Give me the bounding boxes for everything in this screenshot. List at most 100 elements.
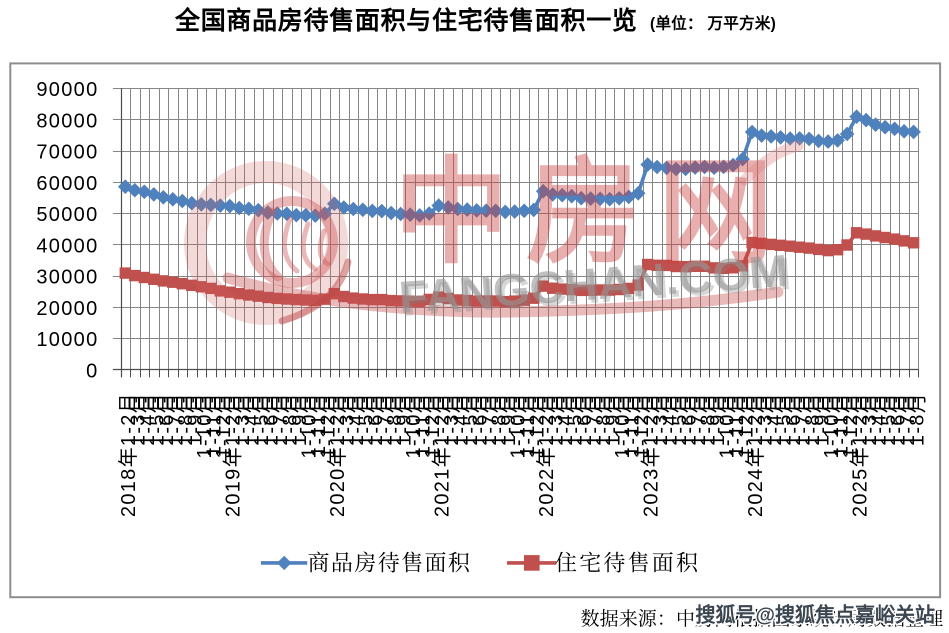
- svg-text:1-3月: 1-3月: [754, 392, 776, 446]
- svg-text:1-12月: 1-12月: [213, 392, 235, 459]
- svg-text:1-12月: 1-12月: [422, 392, 444, 459]
- svg-text:1-4月: 1-4月: [346, 392, 368, 446]
- svg-text:1-6月: 1-6月: [574, 392, 596, 446]
- svg-text:1-6月: 1-6月: [365, 392, 387, 446]
- svg-text:1-3月: 1-3月: [859, 392, 881, 446]
- svg-text:1-11月: 1-11月: [204, 392, 226, 457]
- svg-text:10000: 10000: [36, 329, 98, 351]
- svg-text:1-12月: 1-12月: [631, 392, 653, 459]
- svg-text:1-11月: 1-11月: [622, 392, 644, 457]
- svg-text:1-7月: 1-7月: [375, 392, 397, 446]
- svg-text:数据来源：中房网根据国家统计局数据整理: 数据来源：中房网根据国家统计局数据整理: [581, 608, 944, 630]
- svg-text:1-6月: 1-6月: [470, 392, 492, 446]
- svg-text:2022年1-2月: 2022年1-2月: [535, 392, 558, 517]
- svg-text:1-10月: 1-10月: [403, 392, 425, 459]
- svg-text:1-8月: 1-8月: [697, 392, 719, 446]
- svg-text:1-5月: 1-5月: [460, 392, 482, 446]
- svg-text:1-6月: 1-6月: [261, 392, 283, 446]
- svg-text:1-10月: 1-10月: [508, 392, 530, 459]
- svg-text:1-5月: 1-5月: [251, 392, 273, 446]
- svg-text:1-7月: 1-7月: [270, 392, 292, 446]
- svg-text:70000: 70000: [36, 142, 98, 164]
- svg-text:50000: 50000: [36, 204, 98, 226]
- svg-text:1-4月: 1-4月: [659, 392, 681, 446]
- svg-text:1-5月: 1-5月: [147, 392, 169, 446]
- svg-text:1-8月: 1-8月: [175, 392, 197, 446]
- svg-text:1-12月: 1-12月: [735, 392, 757, 459]
- svg-text:住宅待售面积: 住宅待售面积: [555, 551, 700, 576]
- svg-text:1-5月: 1-5月: [878, 392, 900, 446]
- svg-text:2023年1-2月: 2023年1-2月: [640, 392, 663, 517]
- svg-text:1-5月: 1-5月: [565, 392, 587, 446]
- svg-text:1-11月: 1-11月: [830, 392, 852, 457]
- svg-text:1-3月: 1-3月: [441, 392, 463, 446]
- svg-text:1-3月: 1-3月: [650, 392, 672, 446]
- svg-text:1-5月: 1-5月: [773, 392, 795, 446]
- svg-text:1-7月: 1-7月: [479, 392, 501, 446]
- svg-text:2025年1-2月: 2025年1-2月: [848, 392, 871, 517]
- svg-text:1-9月: 1-9月: [185, 392, 207, 446]
- svg-text:1-3月: 1-3月: [128, 392, 150, 446]
- svg-text:1-4月: 1-4月: [555, 392, 577, 446]
- svg-text:1-8月: 1-8月: [906, 392, 928, 446]
- svg-text:1-3月: 1-3月: [337, 392, 359, 446]
- svg-text:1-9月: 1-9月: [603, 392, 625, 446]
- svg-text:2024年1-2月: 2024年1-2月: [744, 392, 767, 517]
- svg-text:中房网: 中房网: [394, 149, 790, 277]
- svg-text:40000: 40000: [36, 235, 98, 257]
- svg-text:1-7月: 1-7月: [688, 392, 710, 446]
- svg-text:1-9月: 1-9月: [811, 392, 833, 446]
- svg-text:1-10月: 1-10月: [299, 392, 321, 459]
- svg-text:1-8月: 1-8月: [280, 392, 302, 446]
- svg-text:1-5月: 1-5月: [669, 392, 691, 446]
- svg-text:20000: 20000: [36, 298, 98, 320]
- svg-text:1-7月: 1-7月: [897, 392, 919, 446]
- svg-text:1-4月: 1-4月: [137, 392, 159, 446]
- svg-text:1-11月: 1-11月: [308, 392, 330, 457]
- svg-text:1-10月: 1-10月: [194, 392, 216, 459]
- svg-text:1-12月: 1-12月: [840, 392, 862, 459]
- svg-text:1-8月: 1-8月: [489, 392, 511, 446]
- svg-text:1-4月: 1-4月: [242, 392, 264, 446]
- svg-text:1-4月: 1-4月: [868, 392, 890, 446]
- svg-text:1-3月: 1-3月: [546, 392, 568, 446]
- svg-text:1-11月: 1-11月: [517, 392, 539, 457]
- svg-text:全国商品房待售面积与住宅待售面积一览: 全国商品房待售面积与住宅待售面积一览: [174, 6, 638, 35]
- svg-text:1-9月: 1-9月: [707, 392, 729, 446]
- svg-text:80000: 80000: [36, 110, 98, 132]
- svg-text:1-6月: 1-6月: [783, 392, 805, 446]
- svg-text:1-9月: 1-9月: [289, 392, 311, 446]
- svg-text:1-8月: 1-8月: [802, 392, 824, 446]
- svg-text:30000: 30000: [36, 267, 98, 289]
- svg-text:1-3月: 1-3月: [232, 392, 254, 446]
- svg-text:1-10月: 1-10月: [716, 392, 738, 459]
- svg-text:1-7月: 1-7月: [792, 392, 814, 446]
- svg-text:1-4月: 1-4月: [764, 392, 786, 446]
- svg-text:2020年1-2月: 2020年1-2月: [326, 392, 349, 517]
- svg-text:1-6月: 1-6月: [678, 392, 700, 446]
- svg-text:1-12月: 1-12月: [527, 392, 549, 459]
- svg-text:0: 0: [86, 360, 98, 382]
- svg-text:商品房待售面积: 商品房待售面积: [308, 551, 472, 576]
- svg-text:1-6月: 1-6月: [156, 392, 178, 446]
- svg-text:90000: 90000: [36, 79, 98, 101]
- svg-text:1-12月: 1-12月: [318, 392, 340, 459]
- svg-text:1-5月: 1-5月: [356, 392, 378, 446]
- svg-text:(单位： 万平方米): (单位： 万平方米): [650, 14, 776, 33]
- svg-text:2021年1-2月: 2021年1-2月: [431, 392, 454, 517]
- svg-text:1-8月: 1-8月: [384, 392, 406, 446]
- svg-text:2019年1-2月: 2019年1-2月: [222, 392, 245, 517]
- svg-text:1-7月: 1-7月: [584, 392, 606, 446]
- svg-text:1-9月: 1-9月: [498, 392, 520, 446]
- svg-text:1-11月: 1-11月: [413, 392, 435, 457]
- svg-text:60000: 60000: [36, 173, 98, 195]
- svg-text:搜狐号@搜狐焦点嘉峪关站: 搜狐号@搜狐焦点嘉峪关站: [696, 603, 936, 627]
- svg-text:1-7月: 1-7月: [166, 392, 188, 446]
- svg-text:1-9月: 1-9月: [394, 392, 416, 446]
- svg-text:2018年1-2月: 2018年1-2月: [117, 392, 140, 517]
- svg-text:1-4月: 1-4月: [451, 392, 473, 446]
- svg-text:1-11月: 1-11月: [726, 392, 748, 457]
- svg-text:1-8月: 1-8月: [593, 392, 615, 446]
- svg-text:1-10月: 1-10月: [821, 392, 843, 459]
- svg-text:1-10月: 1-10月: [612, 392, 634, 459]
